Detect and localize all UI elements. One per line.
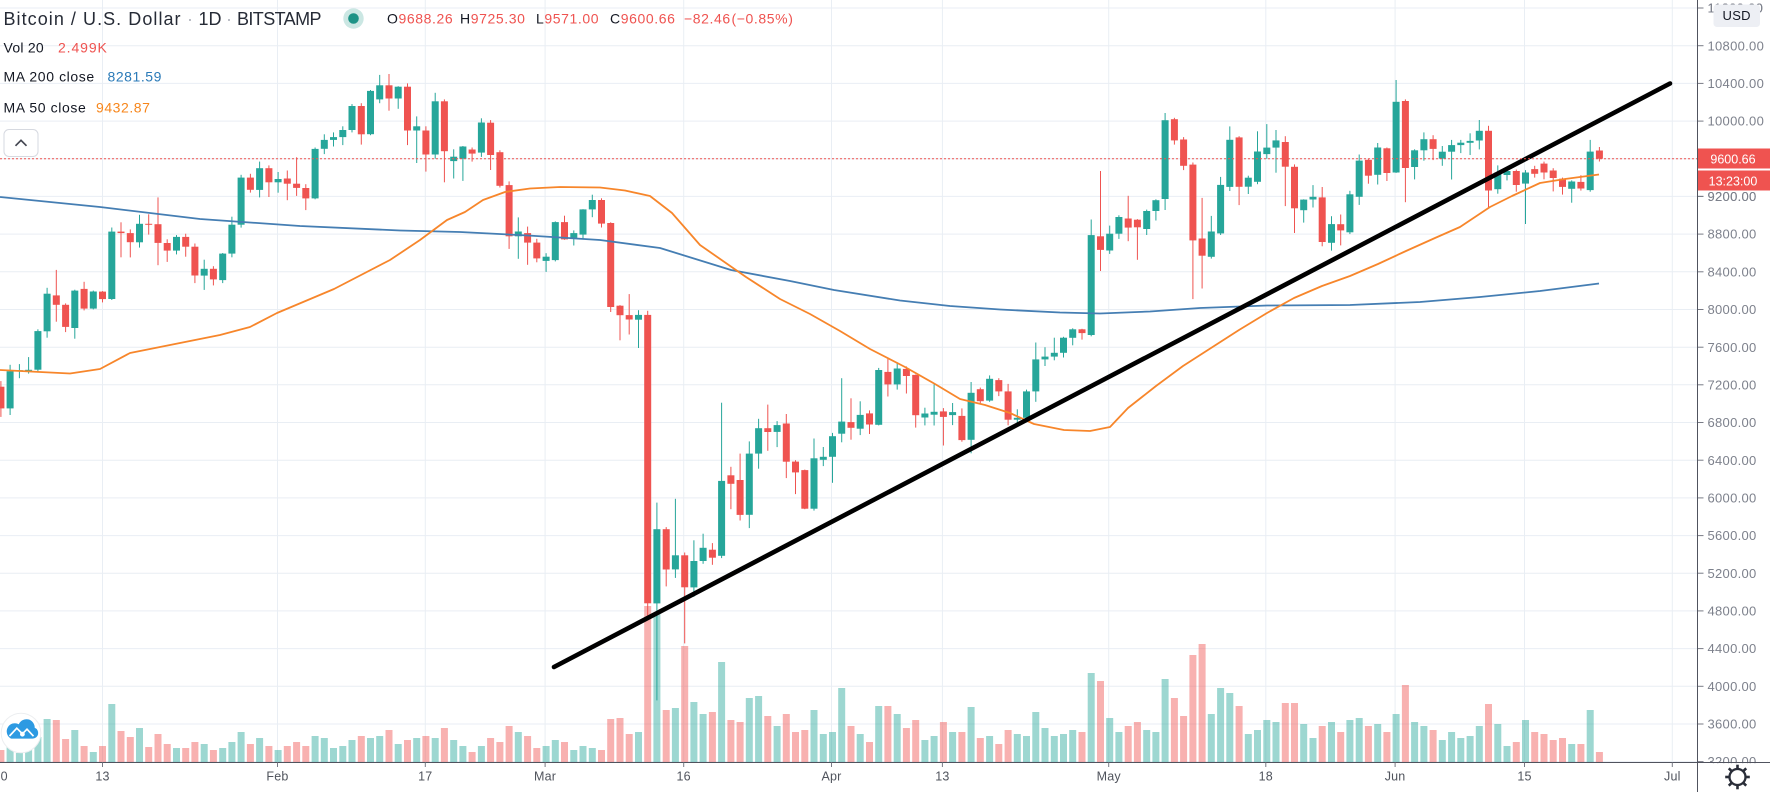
svg-text:O9688.26: O9688.26 [387,11,453,27]
svg-text:−82.46: −82.46 [684,11,731,27]
svg-text:H9725.30: H9725.30 [460,11,526,27]
svg-text:·: · [226,9,232,29]
svg-text:6800.00: 6800.00 [1708,415,1757,430]
svg-text:9432.87: 9432.87 [96,100,150,116]
svg-text:13: 13 [95,770,109,784]
svg-text:Feb: Feb [266,770,288,784]
svg-text:9600.66: 9600.66 [1710,152,1755,166]
svg-text:L9571.00: L9571.00 [536,11,599,27]
svg-text:13:23:00: 13:23:00 [1709,174,1758,188]
svg-text:Vol 20: Vol 20 [4,40,44,56]
svg-text:5200.00: 5200.00 [1708,566,1757,581]
svg-text:6000.00: 6000.00 [1708,491,1757,506]
svg-text:7600.00: 7600.00 [1708,340,1757,355]
svg-text:Mar: Mar [534,770,556,784]
svg-text:5600.00: 5600.00 [1708,528,1757,543]
svg-text:6400.00: 6400.00 [1708,453,1757,468]
svg-text:10000.00: 10000.00 [1708,114,1765,129]
svg-text:Bitcoin / U.S. Dollar: Bitcoin / U.S. Dollar [4,9,182,29]
svg-text:4400.00: 4400.00 [1708,641,1757,656]
svg-text:8800.00: 8800.00 [1708,227,1757,242]
svg-text:10400.00: 10400.00 [1708,76,1765,91]
svg-text:4800.00: 4800.00 [1708,604,1757,619]
svg-text:7200.00: 7200.00 [1708,377,1757,392]
svg-text:MA 50 close: MA 50 close [4,100,87,116]
svg-text:USD: USD [1723,8,1751,23]
svg-text:May: May [1097,770,1122,784]
svg-text:3600.00: 3600.00 [1708,717,1757,732]
svg-text:C9600.66: C9600.66 [610,11,676,27]
svg-text:8281.59: 8281.59 [108,69,162,85]
svg-text:13: 13 [935,770,949,784]
svg-text:9200.00: 9200.00 [1708,189,1757,204]
svg-text:(−0.85%): (−0.85%) [732,11,794,27]
svg-text:4000.00: 4000.00 [1708,679,1757,694]
svg-text:18: 18 [1259,770,1273,784]
svg-text:1D: 1D [199,9,222,29]
svg-text:Jun: Jun [1385,770,1406,784]
svg-text:8000.00: 8000.00 [1708,302,1757,317]
svg-text:9200.00: 9200.00 [1708,189,1757,204]
svg-text:16: 16 [677,770,691,784]
svg-text:8400.00: 8400.00 [1708,264,1757,279]
svg-text:·: · [187,9,193,29]
svg-text:15: 15 [1517,770,1531,784]
svg-text:2020: 2020 [0,770,8,784]
svg-text:17: 17 [418,770,432,784]
svg-text:Apr: Apr [821,770,841,784]
svg-text:BITSTAMP: BITSTAMP [237,9,321,29]
svg-text:Jul: Jul [1664,770,1681,784]
svg-text:2.499K: 2.499K [58,40,108,56]
svg-text:10800.00: 10800.00 [1708,38,1765,53]
svg-text:MA 200 close: MA 200 close [4,69,95,85]
